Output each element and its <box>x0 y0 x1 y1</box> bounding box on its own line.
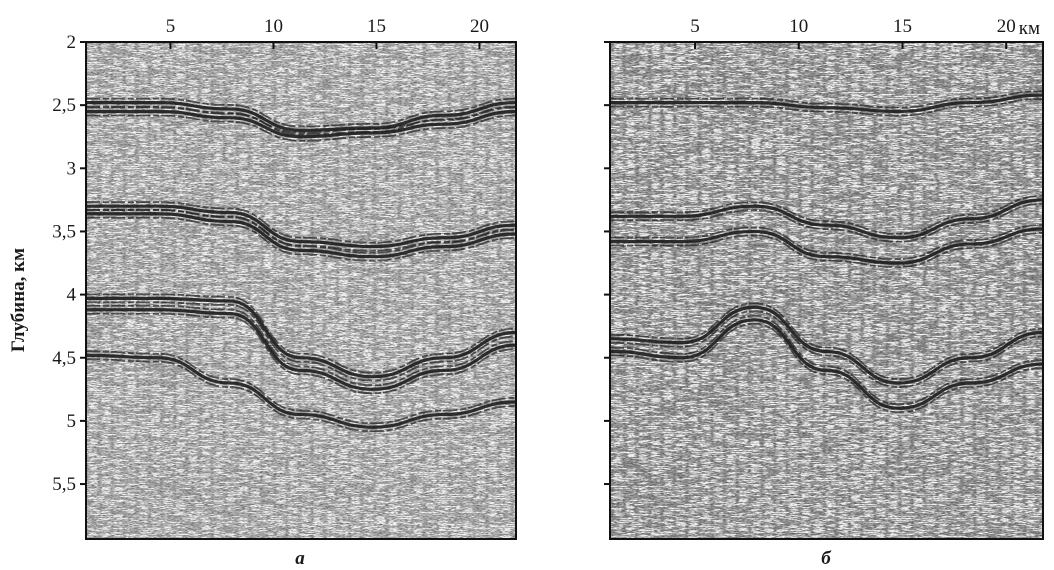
horizon-reflector <box>86 201 516 244</box>
y-tick-label: 3,5 <box>52 221 76 242</box>
horizon-reflector <box>610 198 1043 240</box>
panel-a-label: а <box>295 548 305 569</box>
horizon-reflector <box>86 216 516 262</box>
x-tick-label: 5 <box>690 16 700 37</box>
horizon-reflector <box>610 93 1043 114</box>
panel-a: 2 2,5 3 3,5 4 4,5 5 5,5 5 10 15 20 а <box>52 16 517 569</box>
horizon-reflector <box>610 194 1043 235</box>
x-tick-label: 20 <box>997 16 1016 37</box>
horizon-reflector <box>86 109 516 139</box>
horizon-reflector <box>610 318 1043 410</box>
x-unit-label: км <box>1019 18 1040 39</box>
horizon-reflector <box>86 212 516 259</box>
horizon-reflector <box>86 304 516 387</box>
horizon-reflector <box>86 353 516 429</box>
y-tick-label: 5,5 <box>52 474 76 495</box>
panel-b-x-axis: 5 10 15 20 <box>690 16 1016 49</box>
y-tick-label: 2 <box>67 32 77 53</box>
horizon-reflector <box>610 224 1043 260</box>
horizon-reflector <box>86 101 516 133</box>
horizon-reflector <box>86 106 516 134</box>
horizon-reflector <box>610 314 1043 406</box>
panel-b-frame <box>609 41 1044 540</box>
horizon-reflector <box>610 302 1043 380</box>
panel-b-horizons <box>610 90 1043 414</box>
y-tick-label: 4,5 <box>52 348 76 369</box>
y-tick-label: 4 <box>67 285 77 306</box>
horizon-reflector <box>610 90 1043 109</box>
horizon-reflector <box>86 301 516 382</box>
horizon-reflector <box>86 350 516 425</box>
horizon-reflector <box>610 310 1043 388</box>
horizon-reflector <box>610 305 1043 385</box>
panel-a-frame <box>85 41 517 540</box>
x-tick-label: 5 <box>166 16 176 37</box>
panel-a-y-axis: 2 2,5 3 3,5 4 4,5 5 5,5 <box>52 32 86 495</box>
horizon-reflector <box>610 232 1043 268</box>
panel-b-specks <box>610 42 1043 539</box>
horizon-reflector <box>610 202 1043 243</box>
y-axis-title: Глубина, км <box>8 248 29 352</box>
horizon-reflector <box>86 204 516 249</box>
horizon-reflector <box>610 322 1043 414</box>
y-tick-label: 5 <box>67 411 77 432</box>
horizon-reflector <box>86 208 516 254</box>
panel-b: 5 10 15 20 км б <box>604 16 1044 569</box>
horizon-reflector <box>86 308 516 391</box>
horizon-reflector <box>86 293 516 374</box>
y-tick-label: 2,5 <box>52 95 76 116</box>
x-tick-label: 15 <box>893 16 912 37</box>
horizon-reflector <box>86 97 516 128</box>
horizon-reflector <box>86 296 516 379</box>
panel-a-x-axis: 5 10 15 20 <box>166 16 489 49</box>
panel-a-horizons <box>86 97 516 433</box>
panel-b-y-axis <box>604 41 610 486</box>
horizon-reflector <box>610 227 1043 265</box>
horizon-reflector <box>86 358 516 433</box>
y-tick-label: 3 <box>67 158 77 179</box>
panel-b-label: б <box>821 548 832 569</box>
x-tick-label: 10 <box>264 16 283 37</box>
horizon-reflector <box>86 114 516 142</box>
x-tick-label: 10 <box>789 16 808 37</box>
x-tick-label: 20 <box>470 16 489 37</box>
horizon-reflector <box>610 98 1043 117</box>
horizon-reflector <box>86 312 516 395</box>
x-tick-label: 15 <box>367 16 386 37</box>
